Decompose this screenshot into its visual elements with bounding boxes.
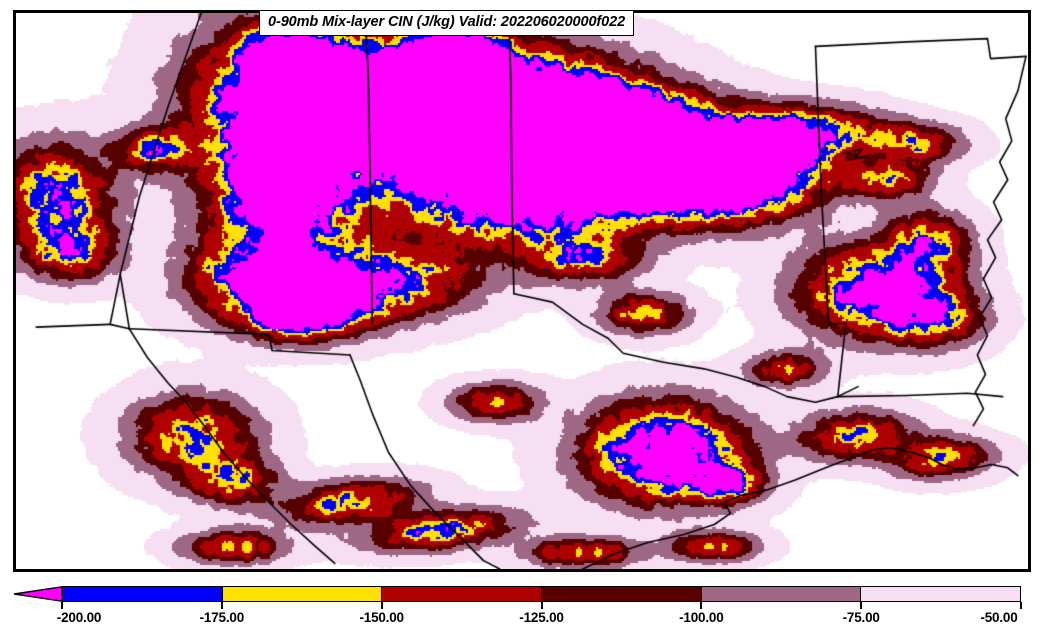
colorbar: -200.00 -175.00 -150.00 -125.00 -100.00 … [0, 576, 1044, 633]
map-panel[interactable] [13, 10, 1031, 572]
colorbar-tick-4 [700, 602, 703, 609]
colorbar-tick-3 [540, 602, 543, 609]
colorbar-tick-2 [380, 602, 383, 609]
colorbar-tick-5 [860, 602, 863, 609]
colorbar-label-0: -200.00 [56, 610, 102, 625]
colorbar-label-2: -150.00 [359, 610, 404, 625]
colorbar-label-3: -125.00 [519, 610, 564, 625]
colorbar-label-4: -100.00 [679, 610, 724, 625]
colorbar-tick-1 [220, 602, 223, 609]
colorbar-label-5: -75.00 [842, 610, 880, 625]
colorbar-segment-yellow [222, 587, 383, 601]
colorbar-segment-red [382, 587, 543, 601]
plot-title: 0-90mb Mix-layer CIN (J/kg) Valid: 20220… [259, 10, 635, 36]
colorbar-segment-blue [63, 587, 223, 601]
colorbar-under-arrow-icon [14, 586, 62, 602]
colorbar-tick-6 [1020, 602, 1022, 609]
colorbar-segment-dark-maroon [542, 587, 702, 601]
colorbar-gradient-strip [62, 586, 1021, 602]
cin-contour-fill-map[interactable] [16, 13, 1028, 569]
colorbar-tick-labels: -200.00 -175.00 -150.00 -125.00 -100.00 … [0, 610, 1044, 630]
colorbar-label-1: -175.00 [199, 610, 245, 625]
colorbar-tick-marks [0, 602, 1044, 609]
colorbar-label-6: -50.00 [980, 610, 1018, 625]
colorbar-segment-mauve [701, 587, 862, 601]
colorbar-tick-0 [61, 602, 63, 609]
colorbar-segment-pale-pink [861, 587, 1021, 601]
